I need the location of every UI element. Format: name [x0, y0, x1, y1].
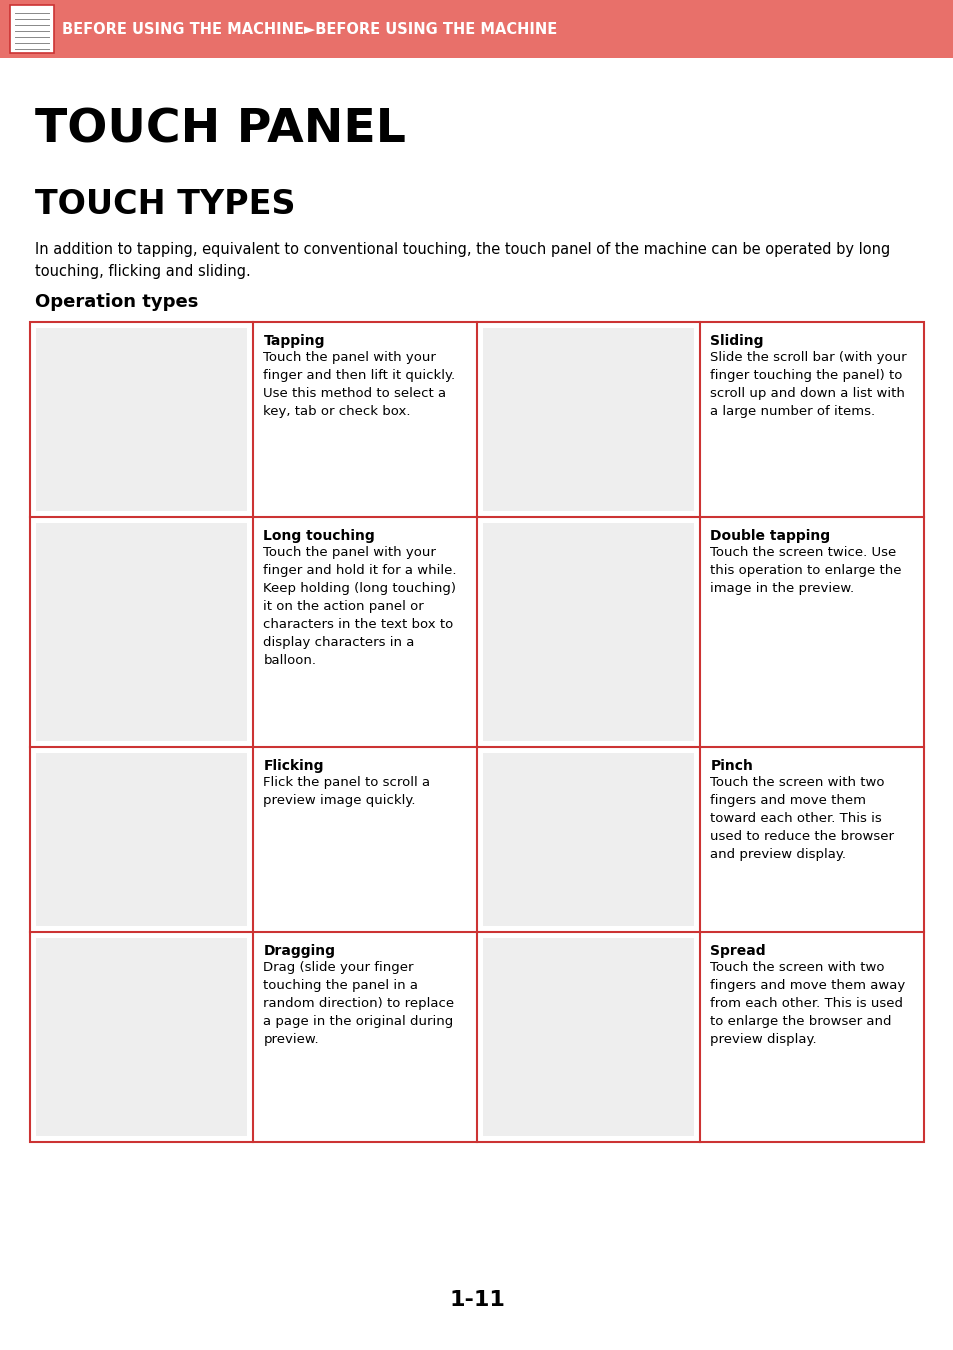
Bar — [482, 522, 694, 741]
Bar — [36, 753, 247, 926]
Text: TOUCH PANEL: TOUCH PANEL — [35, 108, 405, 153]
Text: Pinch: Pinch — [710, 759, 753, 774]
Text: TOUCH TYPES: TOUCH TYPES — [35, 189, 295, 221]
Bar — [482, 938, 694, 1135]
Bar — [482, 328, 694, 512]
Text: Slide the scroll bar (with your
finger touching the panel) to
scroll up and down: Slide the scroll bar (with your finger t… — [710, 351, 906, 418]
Text: Operation types: Operation types — [35, 293, 198, 310]
Text: Dragging: Dragging — [263, 944, 335, 958]
Bar — [482, 753, 694, 926]
Bar — [0, 0, 953, 58]
Text: Touch the screen twice. Use
this operation to enlarge the
image in the preview.: Touch the screen twice. Use this operati… — [710, 545, 901, 595]
Bar — [36, 328, 247, 512]
Bar — [30, 323, 923, 1142]
Text: Touch the screen with two
fingers and move them away
from each other. This is us: Touch the screen with two fingers and mo… — [710, 961, 904, 1046]
Bar — [36, 938, 247, 1135]
Text: Spread: Spread — [710, 944, 765, 958]
Bar — [10, 5, 54, 53]
Text: Tapping: Tapping — [263, 333, 325, 348]
Text: Long touching: Long touching — [263, 529, 375, 543]
Text: In addition to tapping, equivalent to conventional touching, the touch panel of : In addition to tapping, equivalent to co… — [35, 242, 889, 279]
Text: Touch the screen with two
fingers and move them
toward each other. This is
used : Touch the screen with two fingers and mo… — [710, 776, 894, 861]
Text: Touch the panel with your
finger and hold it for a while.
Keep holding (long tou: Touch the panel with your finger and hol… — [263, 545, 456, 667]
Bar — [36, 522, 247, 741]
Text: Double tapping: Double tapping — [710, 529, 830, 543]
Text: 1-11: 1-11 — [449, 1291, 504, 1310]
Text: Touch the panel with your
finger and then lift it quickly.
Use this method to se: Touch the panel with your finger and the… — [263, 351, 456, 418]
Text: Flick the panel to scroll a
preview image quickly.: Flick the panel to scroll a preview imag… — [263, 776, 430, 807]
Text: Flicking: Flicking — [263, 759, 324, 774]
Text: Sliding: Sliding — [710, 333, 763, 348]
Text: BEFORE USING THE MACHINE►BEFORE USING THE MACHINE: BEFORE USING THE MACHINE►BEFORE USING TH… — [62, 22, 557, 36]
Text: Drag (slide your finger
touching the panel in a
random direction) to replace
a p: Drag (slide your finger touching the pan… — [263, 961, 455, 1046]
